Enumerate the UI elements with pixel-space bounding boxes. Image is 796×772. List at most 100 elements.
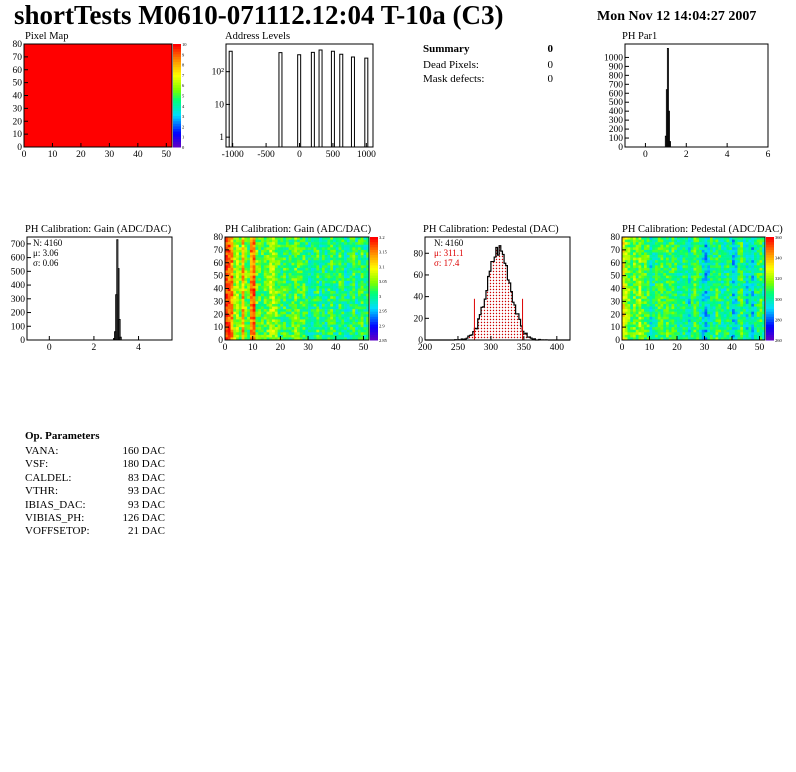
heatmap-cell [652, 327, 656, 330]
heatmap-cell [252, 311, 256, 315]
heatmap-cell [255, 311, 259, 315]
heatmap-cell [701, 332, 705, 336]
heatmap-cell [241, 332, 245, 336]
pedestal-fill [425, 245, 570, 340]
heatmap-cell [321, 252, 325, 256]
heatmap-cell [712, 291, 716, 294]
heatmap-cell [283, 303, 287, 307]
heatmap-cell [715, 327, 719, 330]
heatmap-cell [652, 273, 656, 276]
heatmap-cell [732, 311, 736, 315]
heatmap-cell [302, 283, 306, 287]
heatmap-cell [710, 309, 714, 312]
heatmap-cell [261, 329, 265, 333]
x-tick-label: 40 [331, 343, 341, 353]
heatmap-cell [230, 255, 234, 258]
heatmap-cell [635, 337, 639, 341]
heatmap-cell [283, 252, 287, 256]
heatmap-cell [357, 321, 361, 325]
heatmap-cell [288, 311, 292, 315]
heatmap-cell [305, 280, 309, 284]
heatmap-cell [622, 242, 626, 246]
heatmap-cell [225, 324, 229, 328]
heatmap-cell [641, 275, 645, 279]
heatmap-cell [701, 301, 705, 305]
heatmap-cell [732, 324, 736, 328]
heatmap-cell [227, 285, 231, 289]
heatmap-cell [252, 321, 256, 325]
heatmap-cell [313, 288, 317, 292]
heatmap-cell [734, 275, 738, 279]
heatmap-cell [255, 288, 259, 292]
heatmap-cell [671, 321, 675, 325]
heatmap-cell [346, 255, 350, 258]
heatmap-cell [638, 303, 642, 307]
heatmap-cell [355, 334, 359, 338]
heatmap-cell [269, 252, 273, 256]
heatmap-cell [238, 314, 242, 318]
colorbar-cell [173, 77, 181, 81]
heatmap-cell [280, 298, 284, 302]
heatmap-cell [244, 319, 248, 323]
heatmap-cell [272, 255, 276, 258]
heatmap-cell [644, 321, 648, 325]
heatmap-cell [704, 270, 708, 274]
heatmap-cell [644, 237, 648, 240]
heatmap-cell [252, 327, 256, 330]
heatmap-cell [288, 319, 292, 323]
colorbar-label: 2.9 [379, 323, 385, 328]
heatmap-cell [280, 283, 284, 287]
heatmap-cell [638, 244, 642, 248]
heatmap-cell [704, 255, 708, 258]
heatmap-cell [241, 285, 245, 289]
heatmap-cell [622, 332, 626, 336]
heatmap-cell [244, 270, 248, 274]
heatmap-cell [707, 296, 711, 300]
heatmap-cell [266, 283, 270, 287]
colorbar-label: 6 [182, 83, 185, 88]
address-peak [339, 53, 344, 147]
heatmap-cell [641, 260, 645, 264]
heatmap-cell [238, 298, 242, 302]
heatmap-cell [693, 319, 697, 323]
heatmap-cell [704, 316, 708, 320]
heatmap-cell [663, 316, 667, 320]
heatmap-cell [660, 275, 664, 279]
heatmap-cell [247, 298, 251, 302]
heatmap-cell [297, 327, 301, 330]
heatmap-cell [263, 260, 267, 264]
heatmap-cell [261, 242, 265, 246]
heatmap-cell [624, 265, 628, 269]
heatmap-cell [333, 247, 337, 251]
heatmap-cell [297, 321, 301, 325]
summary-label: Mask defects: [423, 73, 485, 85]
heatmap-cell [641, 239, 645, 243]
heatmap-cell [641, 329, 645, 333]
heatmap-cell [715, 311, 719, 315]
heatmap-cell [685, 334, 689, 338]
heatmap-cell [704, 337, 708, 341]
heatmap-cell [666, 296, 670, 300]
heatmap-cell [701, 306, 705, 310]
heatmap-cell [263, 283, 267, 287]
heatmap-cell [762, 270, 766, 274]
heatmap-cell [261, 270, 265, 274]
heatmap-cell [663, 239, 667, 243]
heatmap-cell [255, 260, 259, 264]
heatmap-cell [288, 291, 292, 294]
heatmap-cell [704, 314, 708, 318]
heatmap-cell [707, 283, 711, 287]
heatmap-cell [316, 288, 320, 292]
heatmap-cell [272, 293, 276, 297]
heatmap-cell [363, 306, 367, 310]
heatmap-cell [693, 311, 697, 315]
heatmap-cell [668, 303, 672, 307]
heatmap-cell [693, 301, 697, 305]
heatmap-cell [258, 273, 262, 276]
heatmap-cell [355, 244, 359, 248]
heatmap-cell [272, 311, 276, 315]
heatmap-cell [644, 262, 648, 266]
heatmap-cell [269, 285, 273, 289]
heatmap-cell [335, 306, 339, 310]
heatmap-cell [646, 288, 650, 292]
